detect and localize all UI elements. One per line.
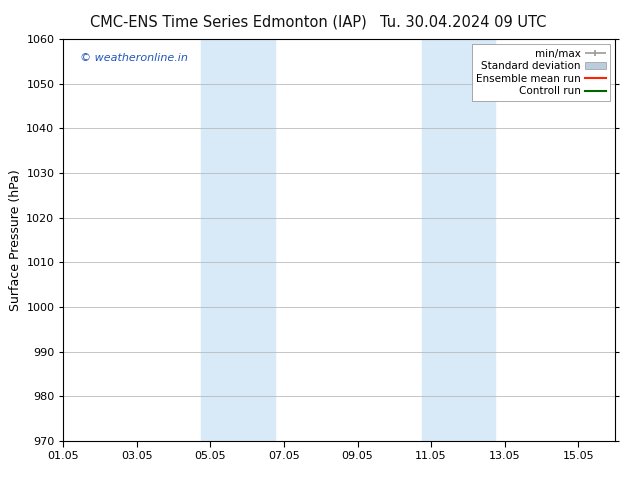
Text: © weatheronline.in: © weatheronline.in: [80, 53, 188, 63]
Legend: min/max, Standard deviation, Ensemble mean run, Controll run: min/max, Standard deviation, Ensemble me…: [472, 45, 610, 100]
Bar: [202, 39, 275, 441]
Bar: [422, 39, 496, 441]
Text: Tu. 30.04.2024 09 UTC: Tu. 30.04.2024 09 UTC: [380, 15, 546, 30]
Y-axis label: Surface Pressure (hPa): Surface Pressure (hPa): [9, 169, 22, 311]
Text: CMC-ENS Time Series Edmonton (IAP): CMC-ENS Time Series Edmonton (IAP): [90, 15, 366, 30]
